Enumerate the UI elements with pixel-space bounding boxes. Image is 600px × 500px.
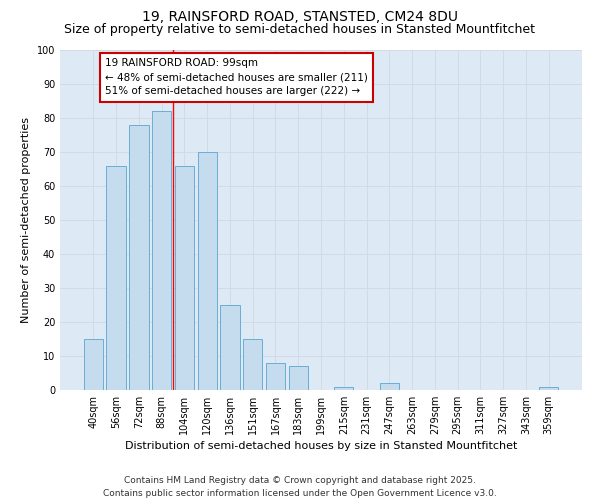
Bar bbox=[175, 166, 194, 390]
Text: 19, RAINSFORD ROAD, STANSTED, CM24 8DU: 19, RAINSFORD ROAD, STANSTED, CM24 8DU bbox=[142, 10, 458, 24]
Y-axis label: Number of semi-detached properties: Number of semi-detached properties bbox=[21, 117, 31, 323]
X-axis label: Distribution of semi-detached houses by size in Stansted Mountfitchet: Distribution of semi-detached houses by … bbox=[125, 441, 517, 451]
Bar bbox=[289, 366, 308, 390]
Bar bbox=[152, 111, 172, 390]
Bar bbox=[220, 305, 239, 390]
Bar bbox=[539, 386, 558, 390]
Bar bbox=[129, 125, 149, 390]
Bar bbox=[334, 386, 353, 390]
Bar bbox=[266, 363, 285, 390]
Bar bbox=[106, 166, 126, 390]
Bar bbox=[380, 383, 399, 390]
Bar bbox=[197, 152, 217, 390]
Bar bbox=[243, 339, 262, 390]
Bar bbox=[84, 339, 103, 390]
Text: Contains HM Land Registry data © Crown copyright and database right 2025.
Contai: Contains HM Land Registry data © Crown c… bbox=[103, 476, 497, 498]
Text: Size of property relative to semi-detached houses in Stansted Mountfitchet: Size of property relative to semi-detach… bbox=[65, 22, 536, 36]
Text: 19 RAINSFORD ROAD: 99sqm
← 48% of semi-detached houses are smaller (211)
51% of : 19 RAINSFORD ROAD: 99sqm ← 48% of semi-d… bbox=[105, 58, 368, 96]
